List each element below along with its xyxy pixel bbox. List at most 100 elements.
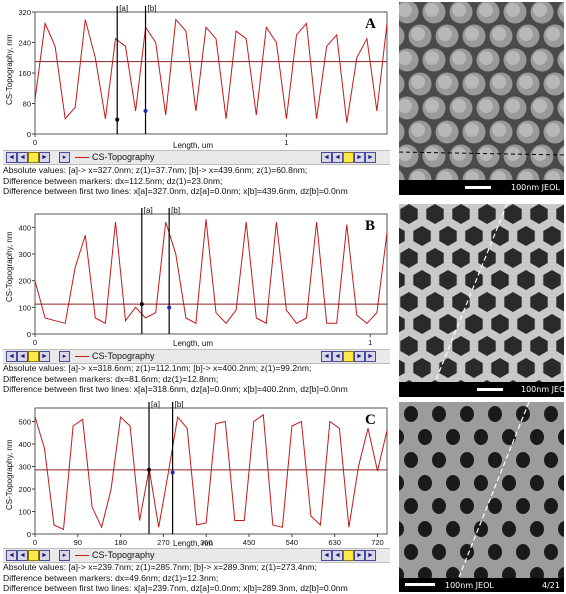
plot-area <box>34 213 388 335</box>
scroll-thumb[interactable] <box>343 351 354 362</box>
sem-micrograph-b <box>399 204 564 397</box>
last-button[interactable]: ► <box>365 152 376 163</box>
last-button[interactable]: ► <box>365 351 376 362</box>
first-button[interactable]: ◄ <box>6 550 17 561</box>
marker-a-point <box>147 467 152 472</box>
sem-image-b: 100nm JEC <box>399 204 564 397</box>
x-tick-label: 0 <box>33 138 37 147</box>
absolute-values-line: Absolute values: [a]-> x=239.7nm; z(1)=2… <box>3 562 317 572</box>
sem-frame-label: 4/21 <box>542 581 560 590</box>
y-tick-label: 320 <box>18 8 31 17</box>
sem-scale-label: 100nm JEOL <box>511 183 560 192</box>
next-button[interactable]: ► <box>39 152 50 163</box>
legend-a: CS-Topography <box>75 151 155 164</box>
prev-button[interactable]: ◄ <box>17 550 28 561</box>
y-tick-label: 100 <box>18 508 31 517</box>
sem-image-c: 100nm JEOL 4/21 <box>399 402 564 592</box>
topography-trace <box>34 18 388 123</box>
next-button[interactable]: ► <box>39 351 50 362</box>
prev-button[interactable]: ◄ <box>332 351 343 362</box>
last-button[interactable]: ► <box>365 550 376 561</box>
y-tick-label: 500 <box>18 418 31 427</box>
next-button[interactable]: ► <box>39 550 50 561</box>
x-tick-label: 180 <box>114 538 127 547</box>
first-button[interactable]: ◄ <box>321 550 332 561</box>
scroll-thumb[interactable] <box>28 351 39 362</box>
marker-difference-line: Difference between markers: dx=112.5nm; … <box>3 175 223 186</box>
y-tick-label: 200 <box>18 277 31 286</box>
profile-chart-b[interactable]: 400 300 200 100 00 1 [a] [b] B <box>3 202 390 348</box>
panel-letter: C <box>365 412 376 428</box>
line-difference-line: Difference between first two lines: x[a]… <box>3 583 348 594</box>
prev-button[interactable]: ◄ <box>17 152 28 163</box>
legend-swatch <box>75 555 89 557</box>
y-tick-label: 400 <box>18 223 31 232</box>
sem-image-a: 100nm JEOL <box>399 2 564 195</box>
y-tick-label: 300 <box>18 250 31 259</box>
scroll-thumb[interactable] <box>343 550 354 561</box>
x-tick-label: 630 <box>328 538 341 547</box>
first-button[interactable]: ◄ <box>321 351 332 362</box>
marker-b-label: [b] <box>175 400 184 409</box>
y-tick-label: 160 <box>18 69 31 78</box>
x-axis-title-c: Length, nm <box>173 539 214 548</box>
marker-readout-b: Absolute values: [a]-> x=318.6nm; z(1)=1… <box>3 363 390 395</box>
line-difference-line: Difference between first two lines: x[a]… <box>3 384 348 395</box>
scroll-thumb[interactable] <box>28 152 39 163</box>
marker-a-point <box>115 117 120 122</box>
y-tick-label: 0 <box>27 330 31 339</box>
x-axis-title-a: Length, um <box>173 141 214 150</box>
panel-letter: A <box>365 16 376 32</box>
x-tick-label: 90 <box>74 538 82 547</box>
panel-a: 320 240 160 80 0 0 1 [a] [b] A CS-Topography, nm … <box>3 0 390 200</box>
legend-b: CS-Topography <box>75 350 155 363</box>
menu-button[interactable]: ▸ <box>59 550 70 561</box>
legend-label: CS-Topography <box>92 550 155 560</box>
legend-c: CS-Topography <box>75 549 155 562</box>
topography-trace <box>34 413 388 531</box>
next-button[interactable]: ► <box>354 351 365 362</box>
menu-button[interactable]: ▸ <box>59 152 70 163</box>
x-tick-label: 0 <box>33 338 37 347</box>
profile-chart-c[interactable]: 500 400 300 200 100 00 90 180 270 360 450 540 630 720… <box>3 400 390 548</box>
first-button[interactable]: ◄ <box>6 351 17 362</box>
scroll-thumb[interactable] <box>343 152 354 163</box>
legend-swatch <box>75 157 89 159</box>
profile-plot-b: 400 300 200 100 0 0 1 [a] [b] B CS-Topography, nm… <box>3 202 390 348</box>
prev-button[interactable]: ◄ <box>332 550 343 561</box>
sem-micrograph-c <box>399 402 564 592</box>
y-tick-label: 80 <box>23 100 31 109</box>
scroll-thumb[interactable] <box>28 550 39 561</box>
first-button[interactable]: ◄ <box>6 152 17 163</box>
marker-readout-a: Absolute values: [a]-> x=327.0nm; z(1)=3… <box>3 165 390 197</box>
marker-difference-line: Difference between markers: dx=81.6nm; d… <box>3 373 219 384</box>
y-tick-label: 400 <box>18 440 31 449</box>
sem-scale-label: 100nm JEOL <box>445 581 494 590</box>
sem-micrograph-a <box>399 2 564 195</box>
y-tick-label: 0 <box>27 130 31 139</box>
x-tick-label: 270 <box>157 538 170 547</box>
profile-plot-a: 320 240 160 80 0 0 1 [a] [b] A CS-Topography, nm … <box>3 0 390 150</box>
legend-label: CS-Topography <box>92 351 155 361</box>
y-axis-title-b: CS-Topography, nm <box>5 231 14 302</box>
marker-a-point <box>139 302 144 307</box>
x-tick-label: 1 <box>368 338 372 347</box>
y-axis-title-c: CS-Topography, nm <box>5 439 14 510</box>
menu-button[interactable]: ▸ <box>59 351 70 362</box>
next-button[interactable]: ► <box>354 550 365 561</box>
x-axis-title-b: Length, um <box>173 339 214 348</box>
profile-chart-a[interactable]: 320 240 160 80 00 1 [a] [b] A <box>3 0 390 150</box>
marker-readout-c: Absolute values: [a]-> x=239.7nm; z(1)=2… <box>3 562 390 594</box>
legend-swatch <box>75 356 89 358</box>
toolbar-a: ◄ ◄ ► ▸ CS-Topography ◄ ◄ ► ► <box>3 150 390 165</box>
prev-button[interactable]: ◄ <box>332 152 343 163</box>
x-tick-label: 360 <box>200 538 213 547</box>
y-tick-label: 200 <box>18 485 31 494</box>
prev-button[interactable]: ◄ <box>17 351 28 362</box>
first-button[interactable]: ◄ <box>321 152 332 163</box>
next-button[interactable]: ► <box>354 152 365 163</box>
y-tick-label: 300 <box>18 463 31 472</box>
panel-b: 400 300 200 100 0 0 1 [a] [b] B CS-Topography, nm… <box>3 202 390 402</box>
marker-b-point <box>167 305 172 310</box>
absolute-values-line: Absolute values: [a]-> x=327.0nm; z(1)=3… <box>3 165 308 175</box>
